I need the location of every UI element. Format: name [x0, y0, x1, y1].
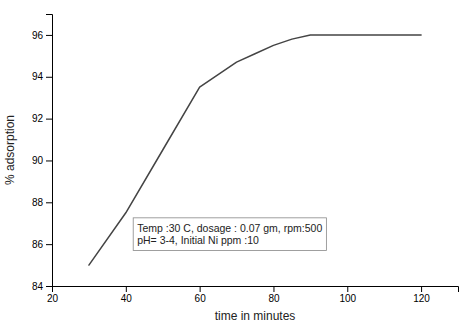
tick-label: 86 [32, 239, 44, 250]
tick-mark [421, 286, 422, 292]
tick: 90 [32, 155, 52, 166]
x-axis: 20 40 60 80 100 120 [47, 286, 459, 304]
marks [89, 35, 421, 265]
tick-mark [126, 286, 127, 292]
tick-mark [46, 35, 52, 36]
tick-mark [46, 77, 52, 78]
y-axis: 84 86 88 90 92 94 96 [32, 15, 53, 292]
annotation: Temp :30 C, dosage : 0.07 gm, rpm:500pH=… [133, 218, 326, 251]
annotation-box [133, 218, 326, 251]
tick-label: 92 [32, 113, 44, 124]
tick-label: 84 [32, 281, 44, 292]
y-axis-title: % adsorption [3, 115, 17, 185]
tick-mark [200, 286, 201, 292]
tick-label: 80 [268, 293, 280, 304]
tick-mark [347, 286, 348, 292]
tick: 94 [32, 71, 52, 82]
x-axis-title: time in minutes [215, 309, 296, 323]
tick: 92 [32, 113, 52, 124]
tick-mark [46, 286, 52, 287]
axis-line [53, 287, 459, 293]
tick-label: 100 [339, 293, 356, 304]
tick: 80 [268, 286, 280, 304]
tick: 60 [195, 286, 207, 304]
tick: 120 [413, 286, 430, 304]
tick-mark [46, 202, 52, 203]
tick: 100 [339, 286, 356, 304]
tick-label: 96 [32, 30, 44, 41]
tick-mark [46, 160, 52, 161]
tick-label: 94 [32, 71, 44, 82]
tick-label: 20 [47, 293, 59, 304]
line [89, 35, 421, 265]
tick: 88 [32, 197, 52, 208]
tick: 84 [32, 281, 52, 292]
annotation-text: Temp :30 C, dosage : 0.07 gm, rpm:500pH=… [137, 222, 322, 247]
axis-line [46, 15, 53, 287]
tick-label: 120 [413, 293, 430, 304]
plot: 20 40 60 80 100 120 84 86 88 90 92 94 96 Temp :30 C, … [32, 15, 459, 305]
tick: 40 [121, 286, 133, 304]
tick-label: 88 [32, 197, 44, 208]
tick-label: 40 [121, 293, 133, 304]
tick-label: 90 [32, 155, 44, 166]
tick-mark [46, 119, 52, 120]
tick-label: 60 [195, 293, 207, 304]
chart: 20 40 60 80 100 120 84 86 88 90 92 94 96 Temp :30 C, … [0, 0, 474, 328]
tick-mark [46, 244, 52, 245]
tick-mark [273, 286, 274, 292]
tick: 86 [32, 239, 52, 250]
tick: 20 [47, 286, 59, 304]
tick: 96 [32, 30, 52, 41]
